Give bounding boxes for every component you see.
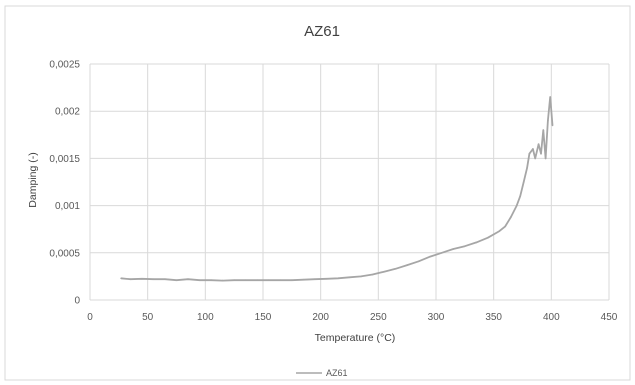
series-line-az61 [121,96,554,282]
data-point [551,124,554,127]
data-point [475,241,478,244]
data-point [519,195,521,197]
data-point [244,279,247,282]
data-point [268,279,270,282]
data-point [383,270,385,273]
x-tick-label: 250 [370,312,387,323]
y-tick-label: 0,0005 [49,248,80,259]
y-axis-title: Damping (-) [27,152,39,207]
data-point [452,248,455,250]
data-point [371,273,374,276]
gridlines [89,63,610,301]
y-tick-label: 0 [74,296,80,307]
data-point [302,278,305,281]
data-point [540,152,542,155]
data-point [164,278,166,281]
data-point [487,236,489,239]
data-point [510,216,512,218]
chart-frame [4,5,631,381]
x-tick-label: 450 [601,312,618,323]
data-point [129,278,132,281]
x-tick-label: 350 [485,312,502,323]
data-point [394,268,397,270]
data-point [522,181,525,183]
data-point [532,148,534,150]
y-tick-label: 0,0025 [49,60,80,71]
x-tick-label: 200 [312,312,329,323]
data-point [549,96,551,98]
data-point [198,279,201,282]
y-tick-label: 0,0015 [49,154,80,165]
data-point [464,245,466,247]
data-point [256,279,259,282]
data-point [542,129,545,131]
x-axis-ticks: 0 50 100 150 200 250 300 350 400 450 [87,312,618,323]
data-point [210,279,212,282]
data-point [187,278,189,281]
data-point [526,167,528,169]
data-point [233,279,235,282]
data-point [279,279,282,282]
data-point [337,277,339,280]
data-point [406,264,409,266]
data-point [429,255,432,258]
y-tick-label: 0,002 [55,107,80,118]
legend-label-az61: AZ61 [326,368,348,378]
data-point [544,157,547,160]
data-point [348,276,351,279]
data-point [120,277,122,280]
y-axis-ticks: 0 0,0005 0,001 0,0015 0,002 0,0025 [49,60,80,307]
data-point [528,152,531,155]
data-point [314,278,316,281]
x-axis-title: Temperature (°C) [315,332,396,344]
data-point [515,204,518,207]
y-tick-label: 0,001 [55,201,80,212]
x-tick-label: 400 [543,312,560,323]
x-tick-label: 0 [87,312,93,323]
chart-title: AZ61 [304,23,340,40]
data-point [221,279,224,282]
data-point [441,252,443,254]
series-layer [120,96,554,282]
legend: AZ61 [296,368,348,378]
data-point [141,278,143,280]
x-tick-label: 150 [255,312,272,323]
x-tick-label: 100 [197,312,214,323]
data-point [325,278,328,280]
data-point [417,260,420,263]
x-tick-label: 300 [428,312,445,323]
data-point [537,143,540,145]
data-point [360,275,362,278]
data-point [152,278,155,281]
data-point [534,157,536,160]
x-tick-label: 50 [142,312,154,323]
data-point [504,225,507,228]
data-point [498,230,501,232]
data-point [175,279,178,282]
data-point [547,119,549,122]
data-point [291,279,293,282]
